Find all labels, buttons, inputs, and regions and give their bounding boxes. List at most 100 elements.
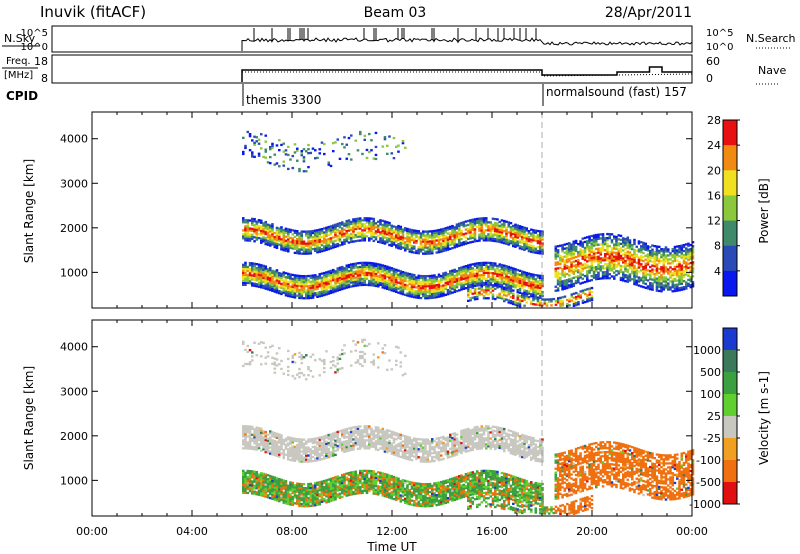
heatmap-cell: [257, 233, 261, 236]
heatmap-cell: [291, 287, 295, 291]
heatmap-cell: [370, 282, 373, 285]
heatmap-cell: [289, 489, 292, 492]
heatmap-cell: [406, 286, 409, 289]
heatmap-cell: [649, 255, 652, 259]
heatmap-cell: [422, 295, 425, 298]
heatmap-cell: [404, 273, 407, 276]
heatmap-cell: [291, 485, 295, 489]
heatmap-cell: [476, 280, 479, 283]
heatmap-cell: [622, 279, 625, 282]
heatmap-cell: [523, 228, 526, 231]
heatmap-cell: [653, 251, 657, 254]
heatmap-cell: [401, 287, 405, 290]
heatmap-cell: [424, 275, 427, 278]
heatmap-cell: [323, 227, 326, 230]
heatmap-cell: [361, 235, 364, 238]
heatmap-cell: [426, 289, 430, 292]
heatmap-cell: [422, 246, 425, 249]
heatmap-cell: [539, 242, 542, 245]
heatmap-cell: [404, 245, 407, 248]
heatmap-cell: [280, 478, 283, 481]
heatmap-cell: [514, 301, 517, 304]
heatmap-cell: [415, 276, 418, 279]
heatmap-cell: [390, 287, 394, 290]
heatmap-cell: [248, 482, 252, 485]
heatmap-cell: [480, 285, 484, 288]
heatmap-cell: [316, 156, 319, 159]
heatmap-cell: [298, 502, 301, 506]
heatmap-cell: [527, 232, 531, 235]
heatmap-cell: [689, 261, 693, 265]
heatmap-cell: [275, 287, 279, 290]
heatmap-cell: [345, 157, 349, 160]
heatmap-cell: [532, 229, 535, 232]
heatmap-cell: [682, 257, 686, 261]
heatmap-cell: [478, 276, 481, 279]
heatmap-cell: [273, 270, 277, 273]
heatmap-cell: [610, 263, 614, 266]
heatmap-cell: [287, 228, 290, 231]
heatmap-cell: [271, 273, 274, 276]
heatmap-cell: [449, 237, 452, 240]
heatmap-cell: [691, 265, 695, 268]
heatmap-cell: [309, 274, 313, 277]
heatmap-cell: [541, 278, 544, 282]
heatmap-cell: [262, 484, 265, 488]
heatmap-cell: [257, 481, 261, 484]
heatmap-cell: [275, 240, 279, 243]
heatmap-cell: [565, 280, 569, 284]
heatmap-cell: [514, 239, 517, 242]
heatmap-cell: [653, 255, 657, 258]
heatmap-cell: [332, 224, 335, 227]
heatmap-cell: [296, 276, 299, 279]
heatmap-cell: [370, 272, 373, 275]
heatmap-cell: [397, 281, 400, 284]
heatmap-cell: [368, 217, 371, 220]
heatmap-cell: [473, 220, 477, 223]
heatmap-cell: [516, 282, 520, 286]
heatmap-cell: [305, 250, 308, 253]
heatmap-cell: [343, 146, 346, 149]
heatmap-cell: [334, 270, 337, 273]
heatmap-cell: [293, 245, 297, 248]
heatmap-cell: [417, 288, 421, 291]
heatmap-cell: [264, 275, 268, 278]
heatmap-cell: [354, 488, 358, 491]
heatmap-cell: [307, 148, 310, 151]
heatmap-cell: [383, 138, 387, 141]
heatmap-cell: [262, 155, 265, 159]
heatmap-cell: [691, 285, 695, 288]
heatmap-cell: [372, 217, 376, 221]
heatmap-cell: [451, 291, 454, 294]
heatmap-cell: [323, 142, 326, 146]
heatmap-cell: [539, 252, 542, 255]
heatmap-cell: [673, 269, 677, 273]
heatmap-cell: [489, 281, 493, 285]
heatmap-cell: [329, 233, 333, 236]
heatmap-cell: [381, 484, 385, 487]
heatmap-cell: [316, 229, 319, 232]
heatmap-cell: [370, 480, 373, 483]
heatmap-cell: [251, 282, 254, 285]
heatmap-cell: [451, 281, 454, 284]
heatmap-cell: [640, 263, 643, 266]
heatmap-cell: [444, 231, 448, 234]
heatmap-cell: [507, 279, 511, 283]
heatmap-cell: [521, 276, 524, 279]
heatmap-cell: [352, 224, 355, 227]
heatmap-cell: [300, 505, 304, 508]
heatmap-cell: [473, 224, 477, 227]
heatmap-cell: [413, 273, 416, 277]
heatmap-cell: [255, 228, 259, 231]
heatmap-cell: [597, 267, 600, 270]
colorbar-tick-label: 16: [707, 189, 721, 202]
heatmap-cell: [284, 280, 288, 283]
heatmap-cell: [678, 275, 681, 278]
heatmap-cell: [471, 275, 475, 278]
heatmap-cell: [282, 246, 286, 250]
heatmap-cell: [642, 241, 645, 245]
heatmap-cell: [606, 267, 609, 270]
heatmap-cell: [561, 296, 565, 299]
heatmap-cell: [334, 141, 337, 144]
heatmap-cell: [485, 221, 488, 224]
